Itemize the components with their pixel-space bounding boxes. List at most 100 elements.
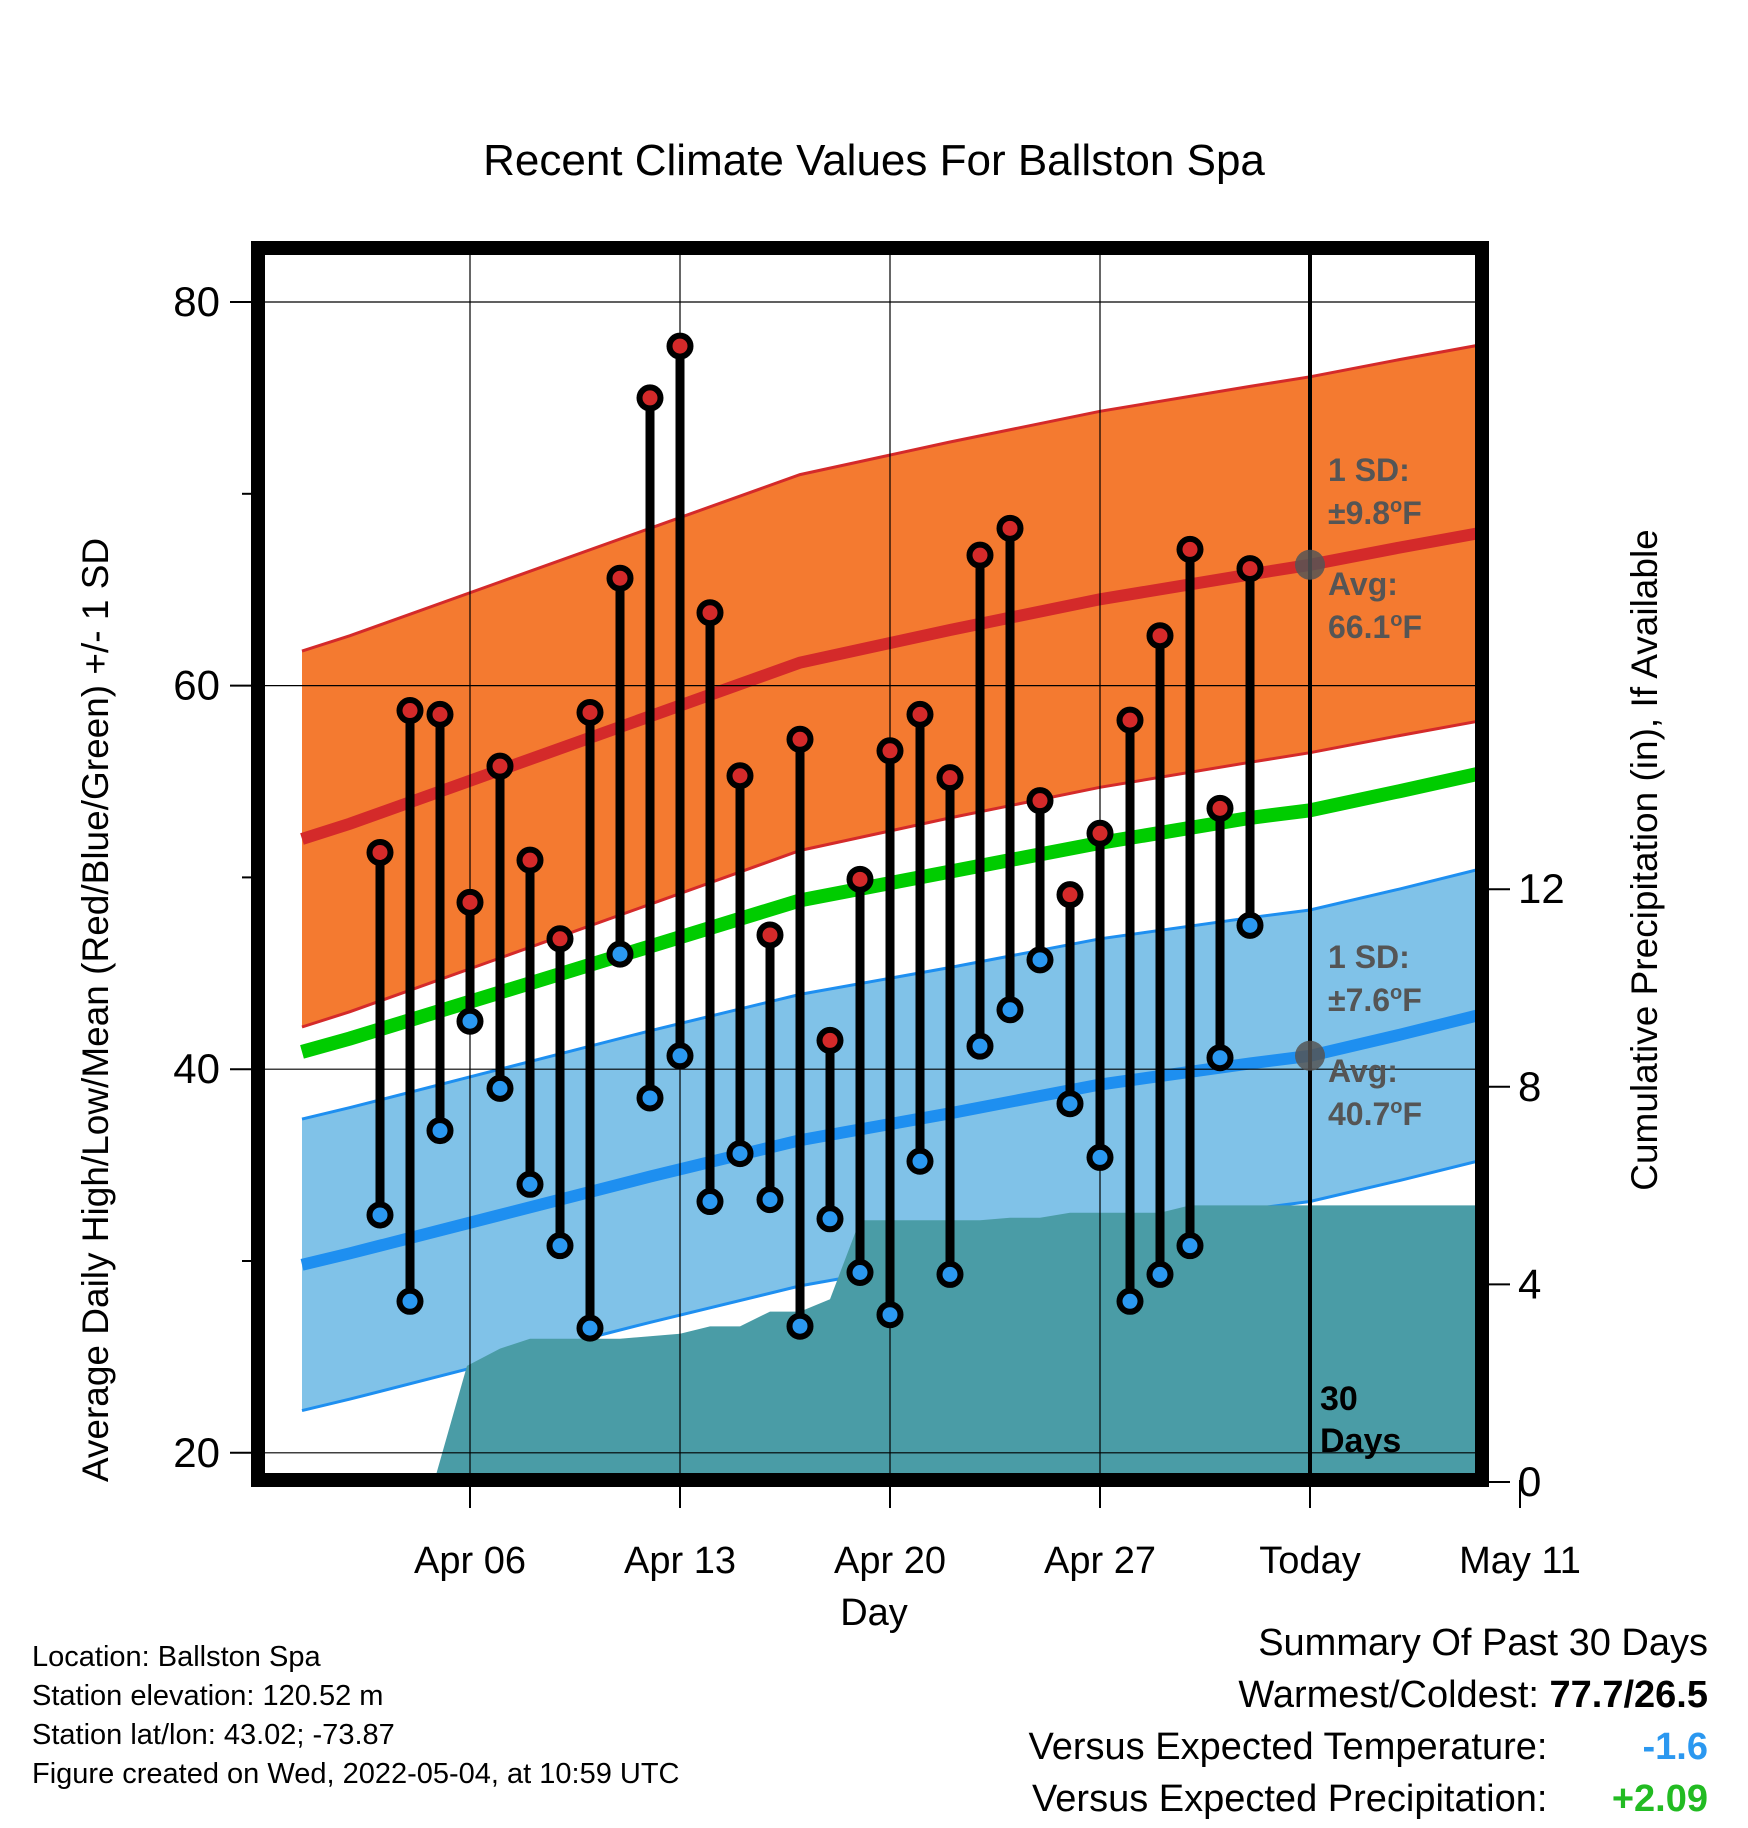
days-count-label: 30 bbox=[1320, 1380, 1358, 1418]
plot-frame bbox=[251, 241, 1489, 1487]
precip-cumulative-area bbox=[434, 1205, 1482, 1480]
daily-low-point bbox=[516, 1170, 544, 1198]
daily-low-point bbox=[1116, 1287, 1144, 1315]
warm-cold-value: 77.7/26.5 bbox=[1549, 1674, 1708, 1716]
daily-low-point bbox=[1056, 1090, 1084, 1118]
low-sd-value: ±7.6oF bbox=[1328, 982, 1422, 1018]
daily-high-point bbox=[666, 332, 694, 360]
x-tick-label: Apr 13 bbox=[624, 1540, 736, 1582]
daily-low-point bbox=[1086, 1143, 1114, 1171]
daily-high-point bbox=[1146, 622, 1174, 650]
y-left-tick-label: 80 bbox=[173, 278, 220, 325]
y-left-tick-label: 20 bbox=[173, 1429, 220, 1476]
daily-high-point bbox=[546, 925, 574, 953]
y-axis-left-label: Average Daily High/Low/Mean (Red/Blue/Gr… bbox=[75, 538, 116, 1482]
low-sd-label: 1 SD: bbox=[1328, 939, 1410, 975]
high-avg-label: Avg: bbox=[1328, 566, 1398, 602]
daily-high-point bbox=[1056, 881, 1084, 909]
precip-departure-label: Versus Expected Precipitation: bbox=[1032, 1778, 1548, 1820]
station-latlon: Station lat/lon: 43.02; -73.87 bbox=[32, 1719, 395, 1751]
y-right-tick-label: 8 bbox=[1518, 1063, 1541, 1110]
daily-high-point bbox=[756, 921, 784, 949]
daily-high-point bbox=[486, 752, 514, 780]
daily-low-point bbox=[1206, 1044, 1234, 1072]
high-avg-value: 66.1oF bbox=[1328, 609, 1422, 645]
y-right-tick-label: 0 bbox=[1518, 1458, 1541, 1505]
temp-departure-label: Versus Expected Temperature: bbox=[1028, 1726, 1548, 1768]
daily-low-point bbox=[546, 1232, 574, 1260]
station-info: Location: Ballston Spa Station elevation… bbox=[32, 1638, 680, 1794]
daily-high-point bbox=[606, 564, 634, 592]
daily-low-point bbox=[666, 1042, 694, 1070]
daily-high-point bbox=[846, 865, 874, 893]
daily-high-point bbox=[936, 764, 964, 792]
daily-low-point bbox=[636, 1084, 664, 1112]
station-location: Location: Ballston Spa bbox=[32, 1641, 321, 1673]
x-tick-label: Apr 27 bbox=[1044, 1540, 1156, 1582]
daily-high-point bbox=[1086, 819, 1114, 847]
daily-high-point bbox=[816, 1026, 844, 1054]
summary-heading: Summary Of Past 30 Days bbox=[1258, 1622, 1708, 1664]
today-low-avg-marker bbox=[1295, 1040, 1325, 1071]
daily-low-point bbox=[396, 1287, 424, 1315]
daily-low-point bbox=[876, 1301, 904, 1329]
x-tick-label: May 11 bbox=[1459, 1540, 1581, 1582]
y-axis-right-label: Cumulative Precipitation (in), If Availa… bbox=[1624, 529, 1665, 1191]
daily-low-point bbox=[576, 1314, 604, 1342]
figure-created: Figure created on Wed, 2022-05-04, at 10… bbox=[32, 1758, 680, 1790]
daily-low-point bbox=[1026, 946, 1054, 974]
plot-area: 1 SD: ±9.8oF Avg: 66.1oF 1 SD: ±7.6oF Avg: 40.7… bbox=[173, 241, 1581, 1582]
daily-low-point bbox=[696, 1188, 724, 1216]
daily-high-point bbox=[636, 384, 664, 412]
daily-high-point bbox=[1236, 555, 1264, 583]
low-avg-label: Avg: bbox=[1328, 1053, 1398, 1089]
daily-low-point bbox=[456, 1007, 484, 1035]
daily-low-point bbox=[426, 1117, 454, 1145]
normal-high-line bbox=[300, 526, 1482, 845]
daily-low-point bbox=[846, 1259, 874, 1287]
low-avg-value: 40.7oF bbox=[1328, 1096, 1422, 1132]
daily-high-point bbox=[726, 762, 754, 790]
daily-high-point bbox=[1176, 535, 1204, 563]
summary-temp: Versus Expected Temperature: -1.6 bbox=[1029, 1721, 1708, 1773]
daily-high-point bbox=[456, 888, 484, 916]
plot-content: 1 SD: ±9.8oF Avg: 66.1oF 1 SD: ±7.6oF Avg: 40.7… bbox=[258, 248, 1482, 1480]
daily-high-point bbox=[426, 700, 454, 728]
daily-high-point bbox=[906, 700, 934, 728]
daily-high-point bbox=[1206, 794, 1234, 822]
x-tick-label: Apr 06 bbox=[414, 1540, 526, 1582]
daily-low-point bbox=[1236, 911, 1264, 939]
daily-low-point bbox=[366, 1201, 394, 1229]
daily-high-point bbox=[396, 697, 424, 725]
y-right-tick-label: 12 bbox=[1518, 865, 1565, 912]
daily-high-point bbox=[786, 725, 814, 753]
daily-high-point bbox=[576, 698, 604, 726]
summary-warm-cold: Warmest/Coldest: 77.7/26.5 bbox=[1029, 1669, 1708, 1721]
daily-high-point bbox=[966, 541, 994, 569]
x-tick-label: Apr 20 bbox=[834, 1540, 946, 1582]
daily-low-point bbox=[906, 1147, 934, 1175]
warm-cold-label: Warmest/Coldest: bbox=[1238, 1674, 1539, 1716]
today-high-avg-marker bbox=[1295, 549, 1325, 580]
daily-low-point bbox=[996, 996, 1024, 1024]
daily-high-point bbox=[516, 846, 544, 874]
daily-low-point bbox=[1146, 1260, 1174, 1288]
daily-high-point bbox=[1116, 706, 1144, 734]
daily-high-point bbox=[876, 737, 904, 765]
high-sd-label: 1 SD: bbox=[1328, 452, 1410, 488]
daily-high-point bbox=[1026, 787, 1054, 815]
station-elevation: Station elevation: 120.52 m bbox=[32, 1680, 384, 1712]
daily-low-point bbox=[966, 1032, 994, 1060]
y-left-tick-label: 60 bbox=[173, 662, 220, 709]
x-axis-label: Day bbox=[840, 1592, 908, 1634]
daily-low-point bbox=[486, 1074, 514, 1102]
precip-departure-value: +2.09 bbox=[1611, 1778, 1708, 1820]
chart-title: Recent Climate Values For Ballston Spa bbox=[483, 136, 1265, 185]
high-sd-value: ±9.8oF bbox=[1328, 495, 1422, 531]
y-right-tick-label: 4 bbox=[1518, 1260, 1541, 1307]
y-left-tick-label: 40 bbox=[173, 1045, 220, 1092]
summary-panel: Summary Of Past 30 Days Warmest/Coldest:… bbox=[1029, 1617, 1708, 1825]
daily-low-point bbox=[1176, 1232, 1204, 1260]
daily-high-point bbox=[996, 514, 1024, 542]
